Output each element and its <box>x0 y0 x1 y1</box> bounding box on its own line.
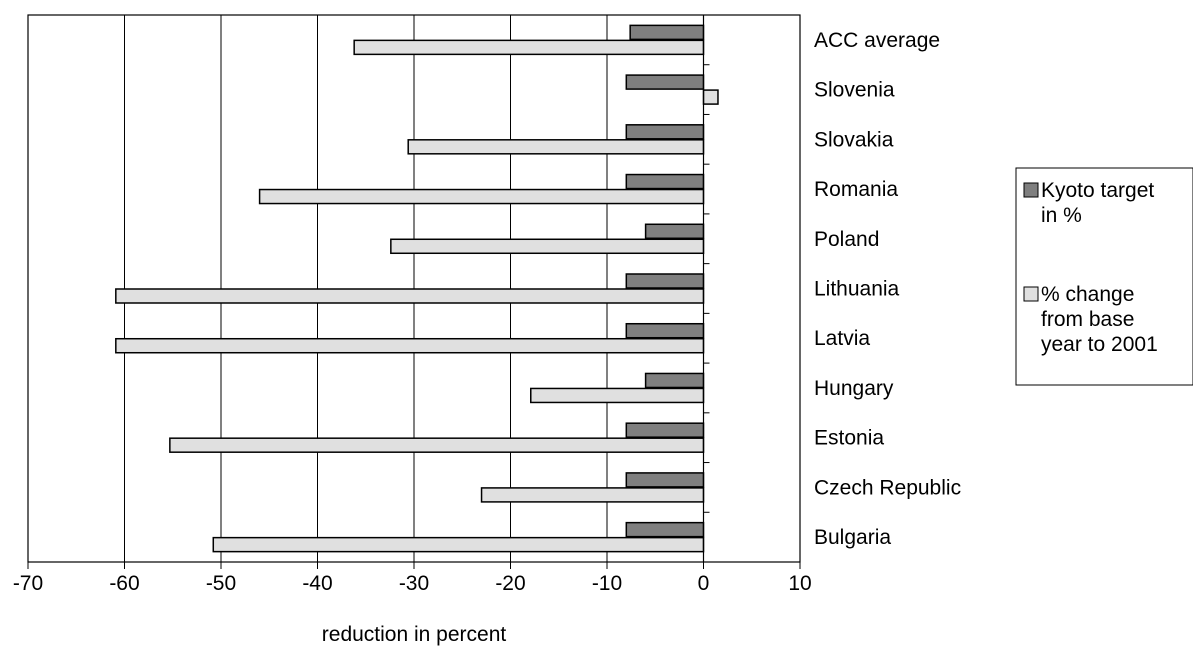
legend-swatch <box>1023 182 1039 198</box>
category-label: Romania <box>814 178 898 201</box>
legend-label: % change <box>1041 283 1134 306</box>
bar <box>212 536 705 553</box>
axes <box>27 14 801 569</box>
bar <box>625 273 705 289</box>
legend-label: in % <box>1041 204 1082 227</box>
bar <box>625 74 705 90</box>
bar <box>407 139 705 155</box>
category-label: ACC average <box>814 29 940 52</box>
legend-label: Kyoto target <box>1041 179 1154 202</box>
x-tick-label: -50 <box>206 572 236 595</box>
bar <box>390 238 705 255</box>
x-tick-label: -60 <box>109 572 139 595</box>
legend-label: year to 2001 <box>1041 333 1158 356</box>
bar <box>353 39 705 56</box>
category-label: Poland <box>814 228 879 251</box>
x-tick-labels: -70 -60 -50 -40 -30 -20 -10 0 10 <box>13 572 812 595</box>
x-tick-label: 10 <box>788 572 811 595</box>
x-tick-label: 0 <box>698 572 710 595</box>
bars <box>115 24 719 553</box>
category-label: Lithuania <box>814 278 900 301</box>
bar <box>625 521 705 538</box>
bar <box>115 288 705 304</box>
category-label: Slovenia <box>814 79 895 102</box>
legend-swatch <box>1023 286 1039 302</box>
bar <box>530 387 705 404</box>
x-tick-label: -70 <box>13 572 43 595</box>
bar <box>258 188 705 205</box>
legend-box <box>1015 167 1193 386</box>
x-tick-label: -20 <box>495 572 525 595</box>
x-tick-label: -40 <box>302 572 332 595</box>
category-label: Bulgaria <box>814 526 891 549</box>
category-label: Hungary <box>814 377 894 400</box>
x-tick-label: -30 <box>399 572 429 595</box>
category-labels: ACC average Slovenia Slovakia Romania Poland… <box>814 29 961 549</box>
category-label: Czech Republic <box>814 476 961 499</box>
bar <box>625 422 705 438</box>
bar <box>644 372 705 389</box>
bar <box>625 322 705 339</box>
category-label: Latvia <box>814 327 870 350</box>
bar <box>629 24 705 41</box>
bar <box>625 472 705 488</box>
legend-label: from base <box>1041 308 1134 331</box>
bar <box>625 173 705 190</box>
bar <box>169 437 705 453</box>
x-tick-label: -10 <box>592 572 622 595</box>
bar <box>702 89 719 105</box>
bar <box>115 337 705 354</box>
category-label: Slovakia <box>814 128 894 151</box>
bar <box>644 223 705 240</box>
category-label: Estonia <box>814 427 884 450</box>
bar <box>625 124 705 140</box>
bar <box>480 487 705 503</box>
x-axis-title: reduction in percent <box>322 623 507 646</box>
